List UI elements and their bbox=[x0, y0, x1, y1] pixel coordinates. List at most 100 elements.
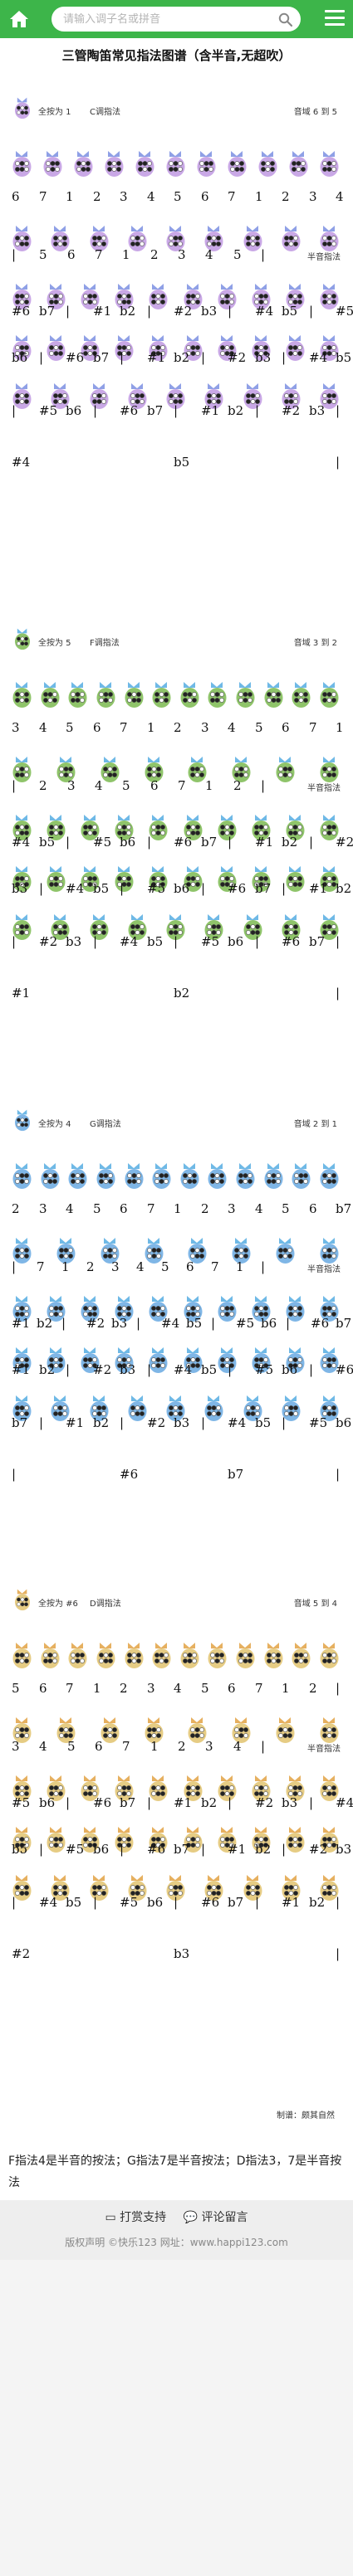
note-symbol: 7 bbox=[309, 720, 317, 735]
ocarina-fingering-icon bbox=[243, 226, 262, 251]
ocarina-fingering-icon bbox=[320, 914, 339, 940]
fingering-row bbox=[12, 1774, 342, 1807]
bar-line: | bbox=[201, 1842, 206, 1857]
ocarina-fingering-icon bbox=[320, 383, 339, 409]
bar-line: | bbox=[39, 1415, 44, 1430]
note-symbol: 5 bbox=[122, 778, 130, 793]
ocarina-fingering-icon bbox=[188, 757, 207, 782]
ocarina-fingering-icon bbox=[96, 1163, 115, 1189]
note-symbol: b6 bbox=[66, 403, 82, 418]
note-row: #1 b2 | #2 b3 | #4 b5 | #5 b6 | #6 bbox=[12, 1362, 353, 1381]
note-row: b7 | #1 b2 | #2 b3 | #4 b5 | #5 b6 bbox=[12, 1415, 351, 1434]
ocarina-fingering-icon bbox=[12, 151, 32, 177]
ocarina-fingering-icon bbox=[320, 1163, 339, 1189]
bar-line: | bbox=[309, 1795, 314, 1810]
note-symbol: #1 bbox=[255, 835, 274, 850]
note-symbol: 7 bbox=[178, 778, 186, 793]
note-symbol: 1 bbox=[61, 1259, 70, 1274]
ocarina-fingering-icon bbox=[90, 1875, 109, 1901]
bar-line: | bbox=[66, 1795, 71, 1810]
menu-icon[interactable] bbox=[325, 10, 345, 28]
ocarina-fingering-icon bbox=[12, 1775, 32, 1801]
note-symbol: #4 bbox=[309, 350, 328, 365]
semitone-label: 半音指法 bbox=[307, 784, 341, 793]
fingering-row bbox=[12, 813, 342, 846]
note-symbol: 3 bbox=[178, 247, 186, 262]
note-row: #1 b2 | bbox=[12, 986, 344, 1004]
ocarina-fingering-icon bbox=[81, 335, 100, 361]
ocarina-fingering-icon bbox=[264, 1163, 283, 1189]
ocarina-icon bbox=[14, 1109, 31, 1132]
note-symbol: #2 bbox=[336, 835, 353, 850]
search-icon[interactable] bbox=[278, 12, 292, 27]
note-symbol: #4 bbox=[161, 1316, 180, 1331]
note-row: 3 4 5 6 7 1 2 3 4 5 6 7 1 bbox=[12, 720, 344, 738]
note-symbol: #6 bbox=[174, 835, 193, 850]
ocarina-fingering-icon bbox=[180, 682, 199, 708]
note-symbol: 6 bbox=[95, 1739, 103, 1754]
fingering-chart: 全按为 5 F调指法 音域 3 到 2 3 4 5 6 7 1 2 3 4 5 6 7 1 | 2 3 4 5 6 7 1 2 |… bbox=[0, 624, 353, 1088]
ocarina-fingering-icon bbox=[101, 757, 120, 782]
note-symbol: #4 bbox=[120, 934, 139, 949]
bar-line: | bbox=[12, 778, 17, 793]
note-symbol: b2 bbox=[37, 1316, 53, 1331]
ocarina-fingering-icon bbox=[252, 1775, 271, 1801]
ocarina-fingering-icon bbox=[47, 1775, 66, 1801]
note-symbol: b5 bbox=[201, 1362, 218, 1377]
ocarina-fingering-icon bbox=[47, 284, 66, 309]
search-input[interactable] bbox=[63, 7, 271, 32]
chart-header: 全按为 5 F调指法 音域 3 到 2 bbox=[13, 624, 346, 652]
ocarina-fingering-icon bbox=[218, 335, 237, 361]
note-symbol: 4 bbox=[228, 720, 236, 735]
note-symbol: 3 bbox=[12, 720, 20, 735]
bar-line: | bbox=[12, 1259, 17, 1274]
ocarina-fingering-icon bbox=[320, 1238, 339, 1264]
ocarina-fingering-icon bbox=[180, 1163, 199, 1189]
ocarina-fingering-icon bbox=[149, 815, 168, 840]
ocarina-fingering-icon bbox=[218, 866, 237, 892]
fingering-row bbox=[12, 334, 342, 367]
bar-line: | bbox=[255, 1895, 260, 1910]
note-symbol: b2 bbox=[201, 1795, 218, 1810]
note-symbol: b2 bbox=[336, 881, 352, 896]
ocarina-fingering-icon bbox=[12, 383, 32, 409]
note-symbol: b3 bbox=[255, 350, 272, 365]
bar-line: | bbox=[147, 835, 152, 850]
bar-line: | bbox=[174, 934, 179, 949]
note-row: 6 7 1 2 3 4 5 6 7 1 2 3 4 bbox=[12, 189, 344, 207]
note-symbol: #4 bbox=[255, 304, 274, 319]
fingering-row bbox=[12, 224, 342, 257]
home-icon[interactable] bbox=[8, 8, 30, 30]
note-row: b5 | #5 b6 | #6 b7 | #1 b2 | #2 b3 bbox=[12, 1842, 351, 1860]
note-symbol: 6 bbox=[282, 720, 290, 735]
note-symbol: 6 bbox=[67, 247, 76, 262]
bar-line: | bbox=[336, 1467, 341, 1482]
ocarina-fingering-icon bbox=[51, 226, 70, 251]
ocarina-fingering-icon bbox=[74, 151, 93, 177]
note-symbol: #6 bbox=[201, 1895, 220, 1910]
note-symbol: 3 bbox=[228, 1201, 236, 1216]
note-symbol: 6 bbox=[228, 1681, 236, 1696]
note-symbol: #5 bbox=[147, 881, 166, 896]
bar-line: | bbox=[201, 1415, 206, 1430]
note-row: | 5 6 7 1 2 3 4 5 | 半音指法 bbox=[12, 247, 344, 265]
key-label: D调指法 bbox=[90, 1600, 121, 1609]
ocarina-fingering-icon bbox=[115, 1827, 134, 1853]
note-symbol: #5 bbox=[39, 403, 58, 418]
ocarina-fingering-icon bbox=[320, 151, 339, 177]
semitone-label: 半音指法 bbox=[307, 253, 341, 262]
chat-icon: 💬 bbox=[183, 2211, 199, 2224]
note-symbol: b3 bbox=[120, 1362, 136, 1377]
ocarina-fingering-icon bbox=[56, 1238, 76, 1264]
note-symbol: #2 bbox=[282, 403, 301, 418]
fingering-row bbox=[12, 1641, 342, 1674]
note-symbol: b5 bbox=[186, 1316, 203, 1331]
ocarina-fingering-icon bbox=[320, 815, 339, 840]
note-symbol: 1 bbox=[236, 1259, 244, 1274]
comment-button[interactable]: 💬 评论留言 bbox=[183, 2211, 248, 2224]
bar-line: | bbox=[336, 1946, 341, 1961]
note-symbol: b7 bbox=[336, 1201, 352, 1216]
ocarina-fingering-icon bbox=[51, 1875, 70, 1901]
reward-button[interactable]: ▭ 打赏支持 bbox=[105, 2211, 167, 2224]
note-symbol: #2 bbox=[39, 934, 58, 949]
